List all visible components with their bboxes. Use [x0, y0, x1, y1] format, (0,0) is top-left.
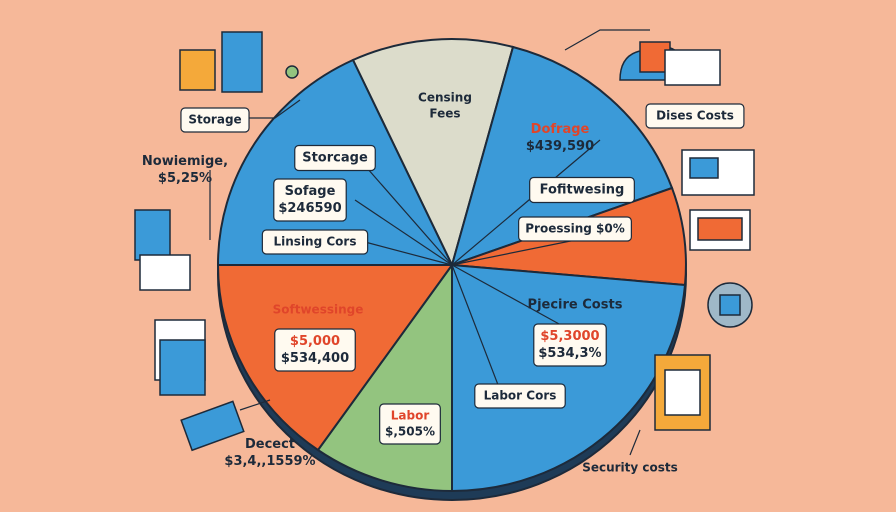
label-text: Sofage — [285, 184, 336, 199]
label-box — [379, 403, 441, 445]
icons — [134, 31, 755, 452]
label-text: Storcage — [302, 151, 368, 166]
label-text: Storage — [188, 113, 241, 127]
label-text: Fees — [429, 107, 460, 121]
label-box — [261, 229, 369, 255]
label-text: Security costs — [582, 461, 678, 475]
label-box — [274, 328, 356, 372]
label-text: $5,3000 — [540, 329, 599, 344]
label-text: $5,25% — [158, 171, 212, 186]
label-text: Decect — [245, 437, 295, 452]
label-box — [180, 107, 250, 133]
label-text: $5,000 — [290, 334, 340, 349]
label-text: Dofrage — [531, 122, 590, 137]
label-text: $534,3% — [538, 346, 601, 361]
label-text: Nowiemige, — [142, 154, 228, 169]
label-text: Proessing $0% — [525, 222, 625, 236]
label-box — [518, 216, 632, 242]
label-text: Dises Costs — [656, 109, 734, 123]
label-box — [645, 103, 745, 129]
label-text: $3,4,,1559% — [224, 454, 315, 469]
label-text: Softwessinge — [273, 303, 364, 317]
labels: Storage Nowiemige, $5,25% Storcage Sofage $24… — [142, 91, 745, 475]
label-box — [273, 178, 347, 222]
label-text: $439,590 — [526, 139, 594, 154]
label-text: Labor Cors — [484, 389, 557, 403]
label-text: Linsing Cors — [274, 235, 357, 249]
label-text: $534,400 — [281, 351, 349, 366]
label-text: $246590 — [278, 201, 341, 216]
label-text: Pjecire Costs — [528, 298, 623, 313]
label-box — [533, 323, 607, 367]
label-box — [529, 176, 635, 204]
label-text: Fofitwesing — [540, 183, 625, 198]
label-text: Labor — [391, 409, 430, 423]
label-text: Censing — [418, 91, 472, 105]
label-box — [474, 383, 566, 409]
label-text: $,505% — [385, 425, 435, 439]
label-box — [294, 144, 376, 172]
